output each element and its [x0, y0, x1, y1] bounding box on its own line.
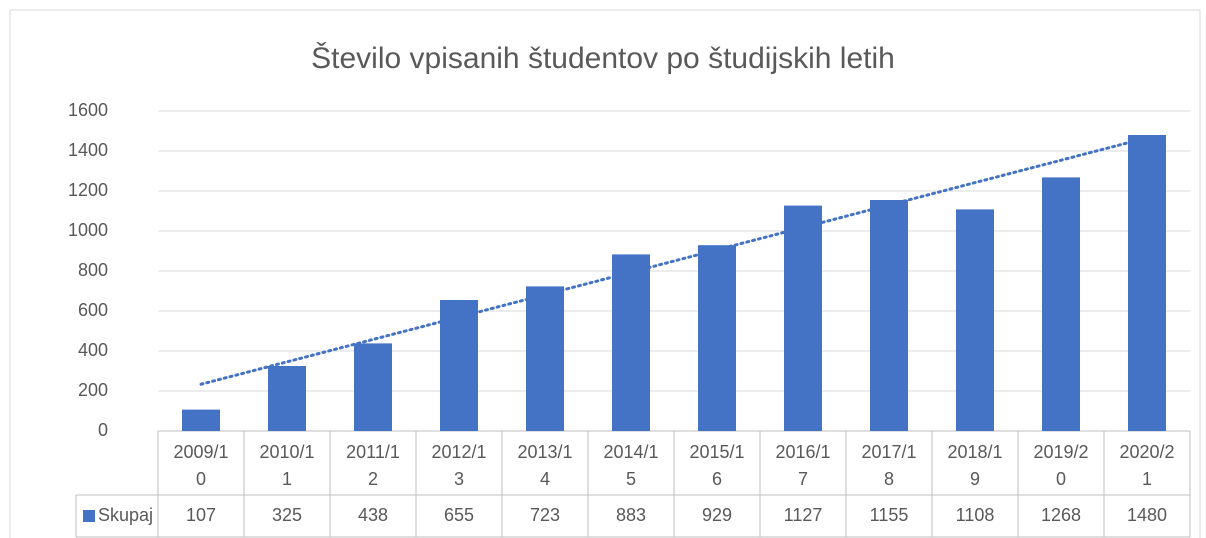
y-tick-label: 200: [78, 380, 108, 400]
y-tick-label: 1200: [68, 180, 108, 200]
x-tick-label: 2020/21: [1119, 442, 1175, 489]
table-value: 438: [358, 505, 388, 525]
table-value: 1127: [784, 505, 823, 525]
x-tick-label: 2016/17: [775, 442, 831, 489]
legend-swatch: [83, 510, 95, 522]
y-tick-label: 1400: [68, 140, 108, 160]
chart-border: [9, 9, 1201, 538]
table-value: 1268: [1041, 505, 1081, 525]
bar: [1042, 177, 1080, 431]
y-tick-label: 0: [98, 420, 108, 440]
table-value: 325: [272, 505, 302, 525]
bar: [182, 409, 220, 431]
bar: [870, 200, 908, 431]
y-tick-label: 600: [78, 300, 108, 320]
x-tick-label: 2015/16: [689, 442, 745, 489]
table-value: 723: [530, 505, 560, 525]
y-tick-label: 400: [78, 340, 108, 360]
bar: [354, 343, 392, 431]
table-value: 1155: [870, 505, 909, 525]
bar: [698, 245, 736, 431]
y-tick-label: 1600: [68, 100, 108, 120]
table-value: 655: [444, 505, 474, 525]
bar: [784, 205, 822, 431]
table-value: 929: [702, 505, 732, 525]
bar: [526, 286, 564, 431]
y-tick-label: 1000: [68, 220, 108, 240]
bar: [268, 366, 306, 431]
y-tick-label: 800: [78, 260, 108, 280]
x-tick-label: 2011/12: [346, 442, 400, 489]
table-value: 107: [186, 505, 216, 525]
bar: [1128, 135, 1166, 431]
table-value: 1108: [956, 505, 995, 525]
bar: [956, 209, 994, 431]
x-tick-label: 2009/10: [173, 442, 229, 489]
bar: [612, 254, 650, 431]
x-tick-label: 2012/13: [431, 442, 487, 489]
x-tick-label: 2013/14: [517, 442, 573, 489]
x-tick-label: 2018/19: [947, 442, 1003, 489]
x-tick-label: 2017/18: [861, 442, 917, 489]
trendline: [199, 136, 1149, 386]
x-tick-label: 2019/20: [1033, 442, 1089, 489]
x-tick-label: 2014/15: [603, 442, 659, 489]
legend-label: Skupaj: [98, 505, 153, 525]
chart-title: Število vpisanih študentov po študijskih…: [311, 41, 895, 75]
table-value: 1480: [1127, 505, 1167, 525]
x-tick-label: 2010/11: [259, 442, 315, 489]
table-value: 883: [616, 505, 646, 525]
